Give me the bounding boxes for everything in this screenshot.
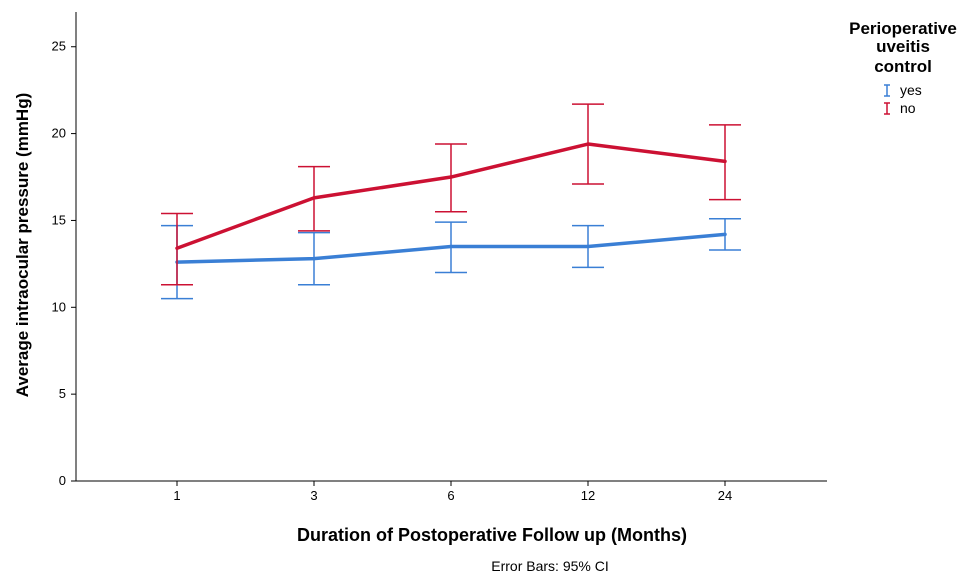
x-tick-label: 6: [447, 488, 454, 503]
y-tick-label: 25: [52, 39, 66, 54]
x-axis-title: Duration of Postoperative Follow up (Mon…: [297, 525, 687, 545]
y-tick-label: 20: [52, 126, 66, 141]
series-line-yes: [175, 232, 727, 264]
error-bars-note: Error Bars: 95% CI: [491, 558, 608, 574]
y-tick-label: 5: [59, 386, 66, 401]
x-tick-label: 24: [718, 488, 732, 503]
chart-marks: [161, 103, 741, 300]
chart-axes: 0 5 10 15 20 25 1 3 6 12 24: [52, 12, 827, 503]
series-yes: [161, 217, 741, 300]
legend-label-no: no: [900, 100, 916, 116]
y-tick-label: 0: [59, 473, 66, 488]
x-tick-label: 3: [310, 488, 317, 503]
legend-title-line-2: uveitis: [876, 37, 930, 56]
y-tick-label: 15: [52, 212, 66, 227]
x-tick-label: 12: [581, 488, 595, 503]
series-no: [161, 103, 741, 286]
x-tick-label: 1: [173, 488, 180, 503]
legend-title-line-1: Perioperative: [849, 19, 957, 38]
series-line-no: [175, 142, 727, 250]
legend-items: yes no: [884, 82, 922, 116]
legend-label-yes: yes: [900, 82, 922, 98]
legend: Perioperative uveitis control yes no: [849, 19, 957, 116]
y-axis-title: Average intraocular pressure (mmHg): [13, 93, 32, 398]
legend-title-line-3: control: [874, 57, 932, 76]
y-tick-label: 10: [52, 299, 66, 314]
